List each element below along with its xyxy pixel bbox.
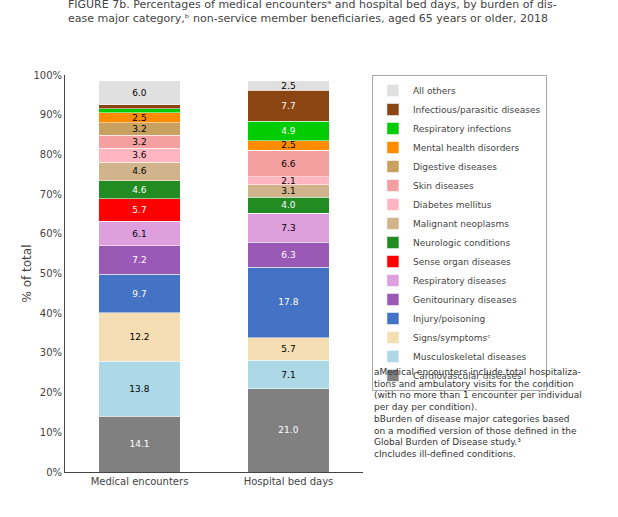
svg-text:Infectious/parasitic diseases: Infectious/parasitic diseases bbox=[413, 105, 541, 115]
svg-text:6.1: 6.1 bbox=[132, 229, 146, 239]
svg-text:3.2: 3.2 bbox=[132, 124, 146, 134]
svg-text:3.1: 3.1 bbox=[281, 186, 295, 196]
svg-text:5.7: 5.7 bbox=[281, 344, 295, 354]
svg-text:10%: 10% bbox=[40, 427, 62, 438]
svg-text:2.5: 2.5 bbox=[281, 140, 295, 150]
svg-text:Signs/symptomsᶜ: Signs/symptomsᶜ bbox=[413, 333, 491, 343]
svg-text:Diabetes mellitus: Diabetes mellitus bbox=[413, 200, 492, 210]
svg-text:7.1: 7.1 bbox=[281, 370, 295, 380]
svg-text:Digestive diseases: Digestive diseases bbox=[413, 162, 497, 172]
svg-text:2.1: 2.1 bbox=[281, 176, 295, 186]
svg-text:17.8: 17.8 bbox=[278, 297, 298, 307]
svg-text:Injury/poisoning: Injury/poisoning bbox=[413, 314, 485, 324]
svg-text:aMedical encounters include to: aMedical encounters include total hospit… bbox=[374, 367, 582, 459]
svg-text:Skin diseases: Skin diseases bbox=[413, 181, 474, 191]
svg-text:30%: 30% bbox=[40, 347, 62, 358]
svg-text:6.6: 6.6 bbox=[281, 159, 296, 169]
svg-text:2.5: 2.5 bbox=[281, 81, 295, 91]
svg-text:4.6: 4.6 bbox=[132, 166, 147, 176]
svg-text:4.9: 4.9 bbox=[281, 126, 296, 136]
svg-text:6.3: 6.3 bbox=[281, 250, 295, 260]
svg-text:Genitourinary diseases: Genitourinary diseases bbox=[413, 295, 517, 305]
svg-text:60%: 60% bbox=[40, 228, 62, 239]
svg-text:7.2: 7.2 bbox=[132, 255, 146, 265]
svg-text:Neurologic conditions: Neurologic conditions bbox=[413, 238, 511, 248]
svg-text:FIGURE 7b. Percentages of medi: FIGURE 7b. Percentages of medical encoun… bbox=[68, 0, 557, 25]
svg-text:70%: 70% bbox=[40, 189, 62, 200]
svg-text:80%: 80% bbox=[40, 149, 62, 160]
svg-text:14.1: 14.1 bbox=[129, 439, 149, 449]
svg-text:% of total: % of total bbox=[20, 244, 34, 302]
svg-text:Medical encounters: Medical encounters bbox=[91, 476, 189, 487]
svg-text:100%: 100% bbox=[33, 70, 62, 81]
svg-text:Respiratory diseases: Respiratory diseases bbox=[413, 276, 507, 286]
svg-text:5.7: 5.7 bbox=[132, 205, 146, 215]
svg-text:3.6: 3.6 bbox=[132, 150, 147, 160]
svg-text:Sense organ diseases: Sense organ diseases bbox=[413, 257, 511, 267]
svg-text:90%: 90% bbox=[40, 109, 62, 120]
svg-text:Malignant neoplasms: Malignant neoplasms bbox=[413, 219, 509, 229]
svg-text:21.0: 21.0 bbox=[278, 425, 298, 435]
svg-text:12.2: 12.2 bbox=[129, 332, 149, 342]
svg-text:4.6: 4.6 bbox=[132, 185, 147, 195]
svg-text:Respiratory infections: Respiratory infections bbox=[413, 124, 512, 134]
svg-text:4.0: 4.0 bbox=[281, 200, 296, 210]
svg-text:Hospital bed days: Hospital bed days bbox=[244, 476, 334, 487]
svg-text:9.7: 9.7 bbox=[132, 289, 146, 299]
svg-text:7.3: 7.3 bbox=[281, 223, 295, 233]
svg-text:40%: 40% bbox=[40, 308, 62, 319]
svg-text:6.0: 6.0 bbox=[132, 88, 147, 98]
svg-text:Mental health disorders: Mental health disorders bbox=[413, 143, 520, 153]
svg-text:All others: All others bbox=[413, 86, 456, 96]
svg-text:2.5: 2.5 bbox=[132, 113, 146, 123]
svg-text:0%: 0% bbox=[46, 467, 62, 478]
svg-text:Musculoskeletal diseases: Musculoskeletal diseases bbox=[413, 352, 527, 362]
svg-text:20%: 20% bbox=[40, 387, 62, 398]
svg-text:13.8: 13.8 bbox=[129, 384, 149, 394]
svg-text:Cardiovascular diseases: Cardiovascular diseases bbox=[413, 371, 522, 381]
svg-text:50%: 50% bbox=[40, 268, 62, 279]
svg-text:3.2: 3.2 bbox=[132, 137, 146, 147]
svg-text:7.7: 7.7 bbox=[281, 101, 295, 111]
